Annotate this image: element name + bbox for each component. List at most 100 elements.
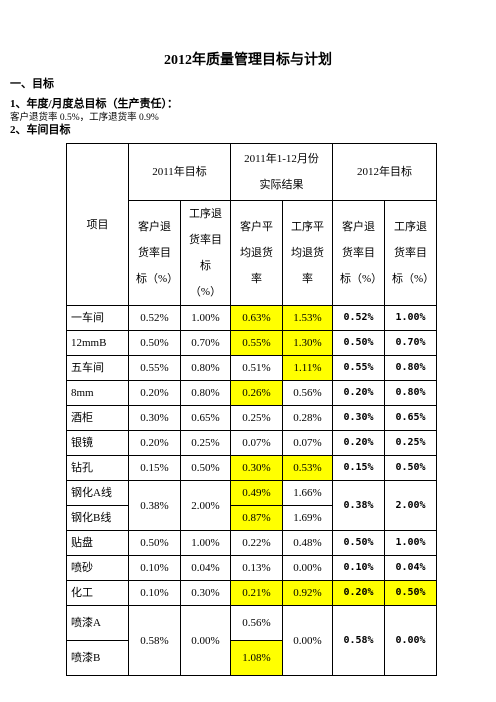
row-label: 银镜 bbox=[66, 430, 129, 456]
table-row: 喷砂 0.10% 0.04% 0.13% 0.00% 0.10% 0.04% bbox=[66, 555, 438, 581]
table-cell: 0.65% bbox=[180, 405, 231, 431]
subheader-cell: 客户退货率目标（%） bbox=[128, 200, 181, 306]
table-row: 酒柜 0.30% 0.65% 0.25% 0.28% 0.30% 0.65% bbox=[66, 405, 438, 431]
table-cell: 0.00% bbox=[384, 605, 438, 676]
table-row: 银镜 0.20% 0.25% 0.07% 0.07% 0.20% 0.25% bbox=[66, 430, 438, 456]
table-cell: 0.50% bbox=[332, 330, 386, 356]
subheader-cell: 工序退货率目标（%） bbox=[180, 200, 231, 306]
table-cell: 0.70% bbox=[384, 330, 438, 356]
table-cell: 0.50% bbox=[128, 330, 181, 356]
table-cell: 0.26% bbox=[230, 380, 283, 406]
title: 2012年质量管理目标与计划 bbox=[164, 53, 332, 68]
table-cell: 0.52% bbox=[128, 305, 181, 331]
table-cell: 0.04% bbox=[180, 555, 231, 581]
table-cell: 0.00% bbox=[180, 605, 231, 676]
table-cell: 0.30% bbox=[128, 405, 181, 431]
table-cell: 1.11% bbox=[281, 355, 334, 381]
table-row: 喷漆B 1.08% bbox=[66, 640, 437, 676]
table-cell: 0.50% bbox=[384, 580, 438, 606]
table-cell: 2.00% bbox=[384, 480, 438, 531]
row-label: 化工 bbox=[66, 580, 129, 606]
table-cell: 0.52% bbox=[332, 305, 386, 331]
table-cell: 0.25% bbox=[180, 430, 231, 456]
row-label: 钻孔 bbox=[66, 455, 129, 481]
table-cell: 0.15% bbox=[128, 455, 181, 481]
table-cell: 0.80% bbox=[384, 355, 438, 381]
table-row: 五车间 0.55% 0.80% 0.51% 1.11% 0.55% 0.80% bbox=[66, 355, 438, 381]
subheader-cell: 客户退货率目标（%） bbox=[332, 200, 386, 306]
table-cell: 0.07% bbox=[281, 430, 334, 456]
target-table: 项目 2011年目标 2011年1-12月份 实际结果 2012年目标 客户退货率… bbox=[66, 143, 438, 676]
table-cell: 0.63% bbox=[230, 305, 283, 331]
subheader-cell: 工序平均退货率 bbox=[281, 200, 334, 306]
table-cell: 0.20% bbox=[128, 380, 181, 406]
header-row: 项目 2011年目标 2011年1-12月份 实际结果 2012年目标 bbox=[66, 143, 438, 306]
table-cell: 0.10% bbox=[128, 555, 181, 581]
table-cell: 1.00% bbox=[180, 530, 231, 556]
header-cell: 项目 bbox=[66, 143, 129, 306]
table-cell: 0.10% bbox=[332, 555, 386, 581]
table-cell: 0.21% bbox=[230, 580, 283, 606]
table-cell: 1.08% bbox=[230, 640, 283, 676]
table-cell: 0.22% bbox=[230, 530, 283, 556]
table-cell: 0.51% bbox=[230, 355, 283, 381]
table-cell: 0.20% bbox=[332, 580, 386, 606]
section-heading: 一、目标 bbox=[10, 78, 54, 90]
table-cell: 0.07% bbox=[230, 430, 283, 456]
table-cell: 0.50% bbox=[384, 455, 438, 481]
table-cell: 0.92% bbox=[281, 580, 334, 606]
table-cell: 0.30% bbox=[180, 580, 231, 606]
table-cell: 0.13% bbox=[230, 555, 283, 581]
table-cell: 0.53% bbox=[281, 455, 334, 481]
table-cell: 0.55% bbox=[332, 355, 386, 381]
row-label: 一车间 bbox=[66, 305, 129, 331]
table-cell: 1.53% bbox=[281, 305, 334, 331]
table-cell: 0.80% bbox=[180, 355, 231, 381]
table-cell: 0.30% bbox=[230, 455, 283, 481]
table-row: 化工 0.10% 0.30% 0.21% 0.92% 0.20% 0.50% bbox=[66, 580, 438, 606]
table-cell: 0.65% bbox=[384, 405, 438, 431]
table-cell: 0.38% bbox=[128, 480, 181, 531]
header-cell: 2011年1-12月份 实际结果 bbox=[229, 143, 334, 201]
header-line: 实际结果 bbox=[259, 179, 304, 191]
table-cell: 0.28% bbox=[281, 405, 334, 431]
row-label: 喷漆B bbox=[66, 640, 129, 676]
table-cell: 0.00% bbox=[281, 605, 334, 676]
table-cell: 0.00% bbox=[281, 555, 334, 581]
table-row: 贴盘 0.50% 1.00% 0.22% 0.48% 0.50% 1.00% bbox=[66, 530, 438, 556]
header-cell: 2011年目标 bbox=[128, 143, 231, 201]
subheading: 2、车间目标 bbox=[10, 124, 71, 136]
table-cell: 0.55% bbox=[230, 330, 283, 356]
table-row: 8mm 0.20% 0.80% 0.26% 0.56% 0.20% 0.80% bbox=[66, 380, 438, 406]
subheading: 1、年度/月度总目标（生产责任）： bbox=[10, 98, 179, 110]
table-row: 钻孔 0.15% 0.50% 0.30% 0.53% 0.15% 0.50% bbox=[66, 455, 438, 481]
row-label: 喷砂 bbox=[66, 555, 129, 581]
table-cell: 1.00% bbox=[384, 305, 438, 331]
subheader-row: 客户退货率目标（%） 工序退货率目标（%） 客户平均退货率 工序平均退货率 客户退货率目… bbox=[67, 200, 438, 306]
row-label: 12mmB bbox=[66, 330, 129, 356]
table-row: 钢化A线 0.38% 2.00% 0.49% 1.66% 0.38% 2.00% bbox=[66, 480, 438, 531]
row-label: 钢化A线 bbox=[66, 480, 129, 506]
table-cell: 0.20% bbox=[332, 430, 386, 456]
table-cell: 0.80% bbox=[180, 380, 231, 406]
table-row: 钢化B线 0.87% 1.69% bbox=[66, 505, 437, 531]
row-label: 五车间 bbox=[66, 355, 129, 381]
table-cell: 0.20% bbox=[332, 380, 386, 406]
table-cell: 0.58% bbox=[332, 605, 386, 676]
table-row: 喷漆A 0.58% 0.00% 0.56% 0.00% 0.58% 0.00% bbox=[66, 605, 438, 676]
table-cell: 0.48% bbox=[281, 530, 334, 556]
table-cell: 2.00% bbox=[180, 480, 231, 531]
table-row: 12mmB 0.50% 0.70% 0.55% 1.30% 0.50% 0.70% bbox=[66, 330, 438, 356]
table-cell: 0.25% bbox=[230, 405, 283, 431]
table-cell: 0.50% bbox=[180, 455, 231, 481]
table-cell: 0.50% bbox=[332, 530, 386, 556]
row-label: 贴盘 bbox=[66, 530, 129, 556]
table-cell: 0.04% bbox=[384, 555, 438, 581]
table-cell: 0.87% bbox=[230, 505, 283, 531]
table-cell: 1.66% bbox=[281, 480, 334, 506]
table-cell: 0.58% bbox=[128, 605, 181, 676]
table-row: 一车间 0.52% 1.00% 0.63% 1.53% 0.52% 1.00% bbox=[66, 305, 438, 331]
table-cell: 0.55% bbox=[128, 355, 181, 381]
header-cell: 2012年目标 bbox=[332, 143, 438, 201]
